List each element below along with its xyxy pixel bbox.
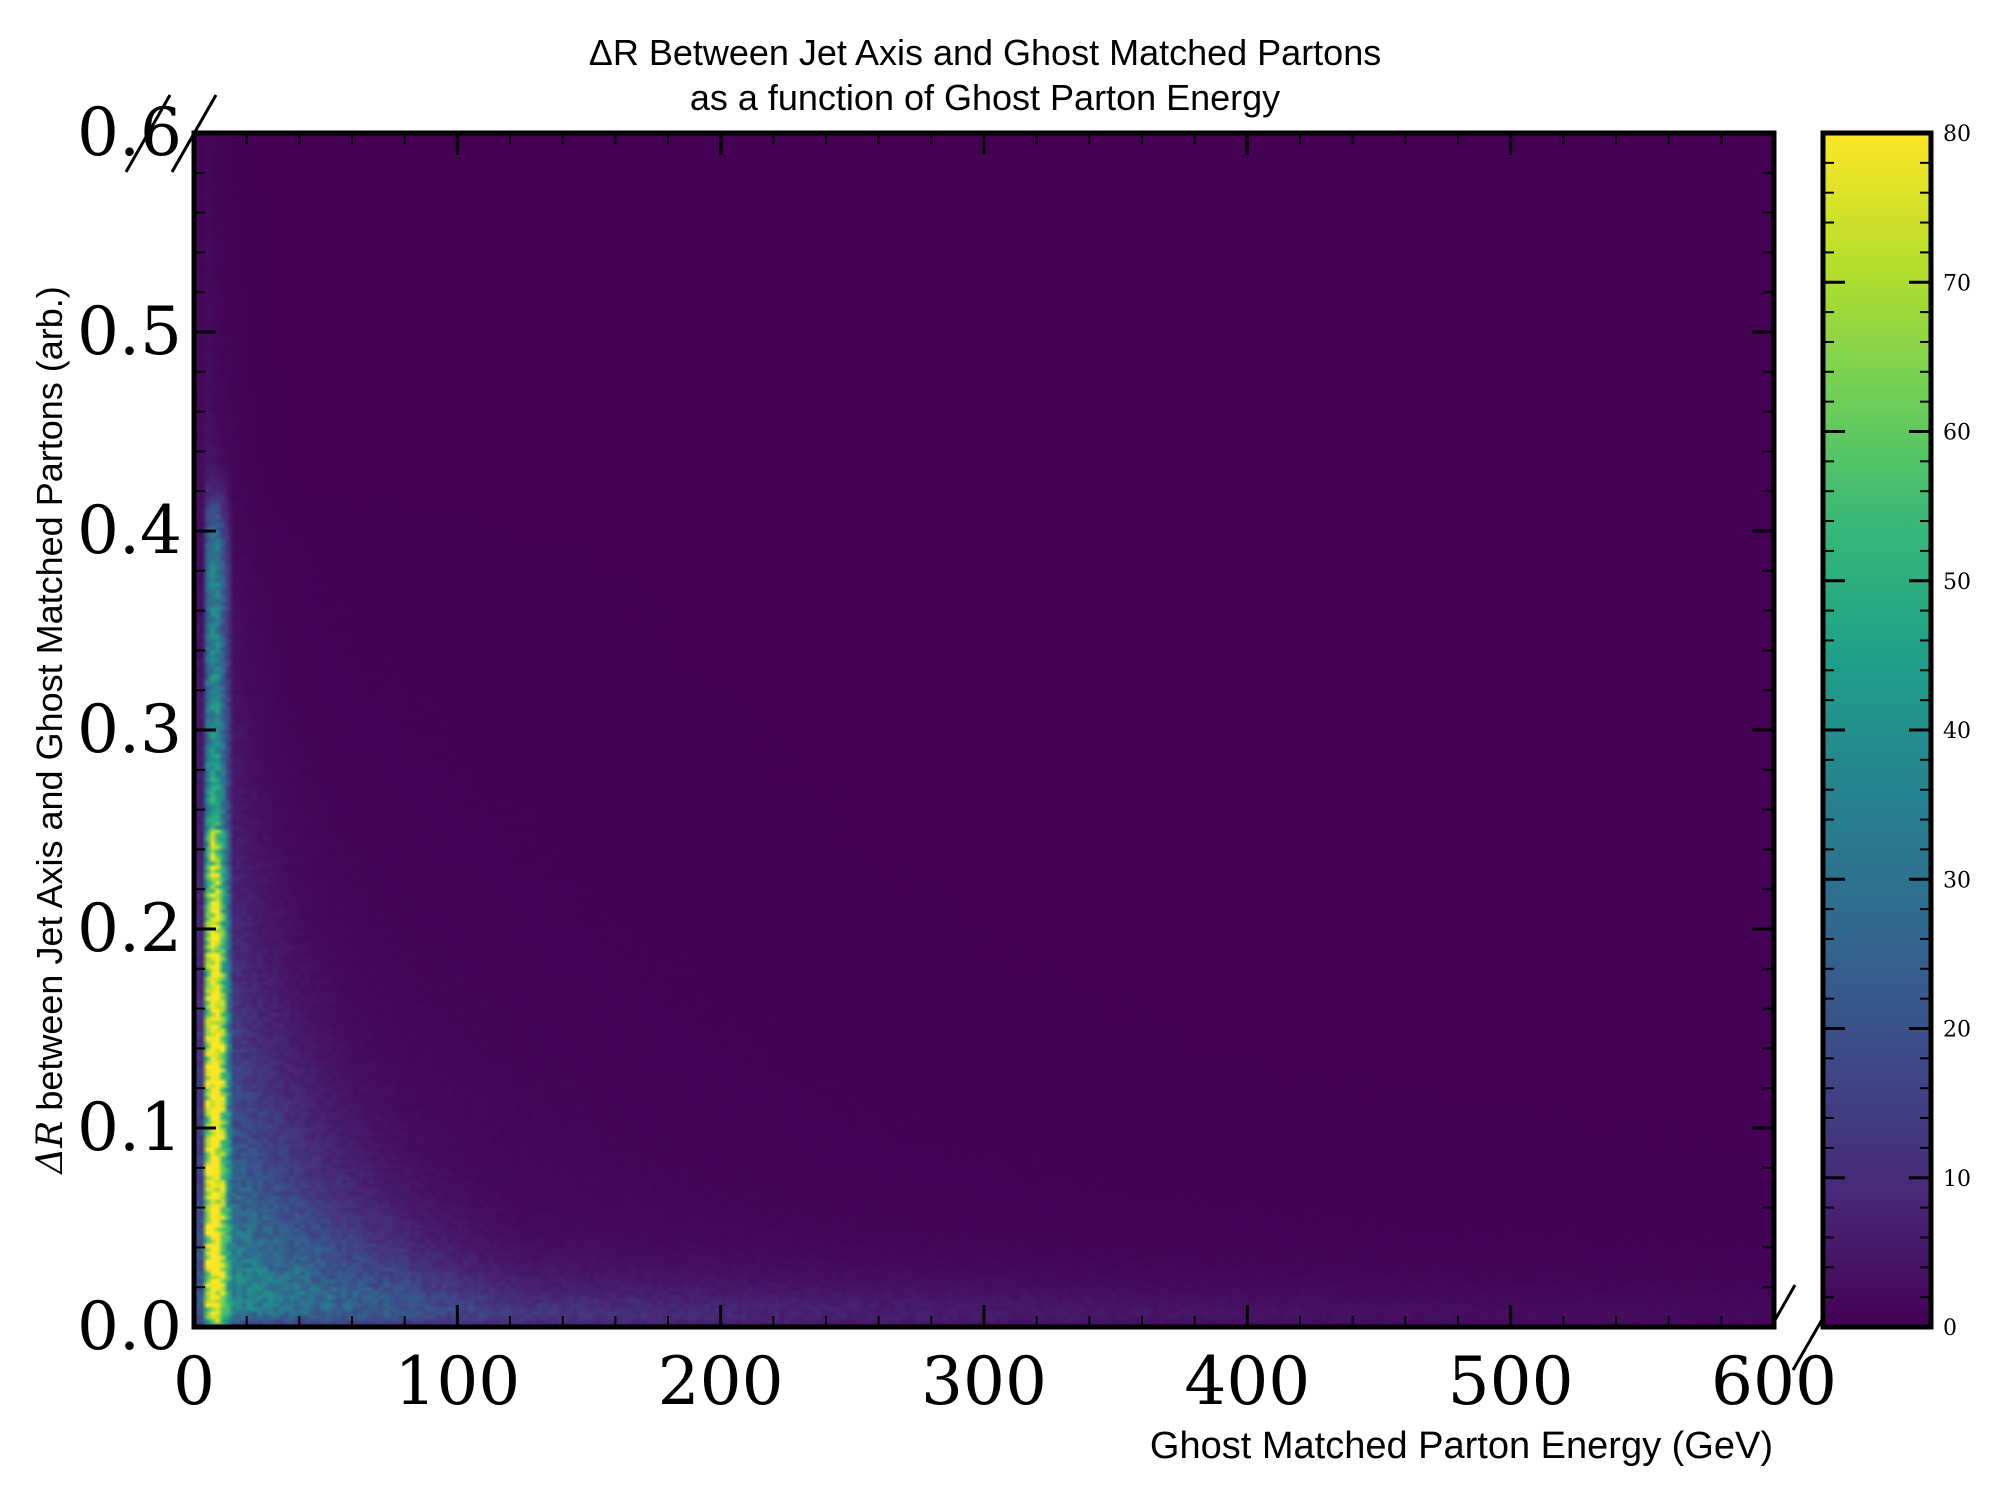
y-break-mark xyxy=(124,94,172,173)
x-break-mark xyxy=(1769,1284,1797,1328)
colorbar-tick-label: 60 xyxy=(1943,421,1971,446)
colorbar-ticks: 0 10 20 30 40 50 60 70 80 xyxy=(1823,122,1971,1341)
y-tick-label: 0.4 xyxy=(77,492,182,569)
y-tick-label: 0.0 xyxy=(77,1288,182,1365)
chart-title-line2: as a function of Ghost Parton Energy xyxy=(690,77,1280,118)
y-axis-label-text: between Jet Axis and Ghost Matched Parto… xyxy=(29,286,70,1120)
chart-title: ΔR Between Jet Axis and Ghost Matched Pa… xyxy=(589,32,1381,118)
heatmap-cells xyxy=(194,133,1774,1327)
y-tick-label: 0.6 xyxy=(77,94,182,171)
plot-frame xyxy=(191,130,1777,1330)
colorbar-tick-label: 40 xyxy=(1943,719,1971,744)
colorbar-tick-label: 10 xyxy=(1943,1167,1971,1192)
y-tick-label: 0.2 xyxy=(77,890,182,967)
colorbar-tick-label: 70 xyxy=(1943,271,1971,296)
y-tick-label: 0.5 xyxy=(77,293,182,370)
y-break-mark xyxy=(170,94,218,173)
axis-break-marks xyxy=(124,94,1825,1371)
x-tick-label: 500 xyxy=(1448,1343,1574,1420)
chart-title-line1: ΔR Between Jet Axis and Ghost Matched Pa… xyxy=(589,32,1381,73)
colorbar-tick-label: 0 xyxy=(1943,1316,1957,1341)
y-axis-label-symbol: ΔR xyxy=(30,1121,71,1176)
x-break-mark xyxy=(1791,1317,1825,1371)
colorbar-tick-label: 20 xyxy=(1943,1018,1971,1043)
x-tick-label: 0 xyxy=(173,1343,215,1420)
x-tick-label: 600 xyxy=(1711,1343,1837,1420)
svg-text:ΔR between Jet Axis and Ghost: ΔR between Jet Axis and Ghost Matched Pa… xyxy=(29,286,71,1176)
x-tick-label: 400 xyxy=(1184,1343,1310,1420)
x-tick-label: 300 xyxy=(921,1343,1047,1420)
x-tick-label: 200 xyxy=(658,1343,784,1420)
x-tick-label: 100 xyxy=(394,1343,520,1420)
y-tick-label: 0.1 xyxy=(77,1089,182,1166)
colorbar-tick-label: 30 xyxy=(1943,868,1971,893)
y-tick-label: 0.3 xyxy=(77,691,182,768)
colorbar-tick-label: 80 xyxy=(1943,122,1971,147)
y-axis-label: ΔR between Jet Axis and Ghost Matched Pa… xyxy=(29,286,71,1176)
colorbar-tick-label: 50 xyxy=(1943,570,1971,595)
x-axis-label: Ghost Matched Parton Energy (GeV) xyxy=(1150,1425,1773,1467)
axis-tick-labels: 0 100 200 300 400 500 600 0.0 0.1 0.2 0.3 0.4 0.5 0.6 xyxy=(77,94,1837,1420)
